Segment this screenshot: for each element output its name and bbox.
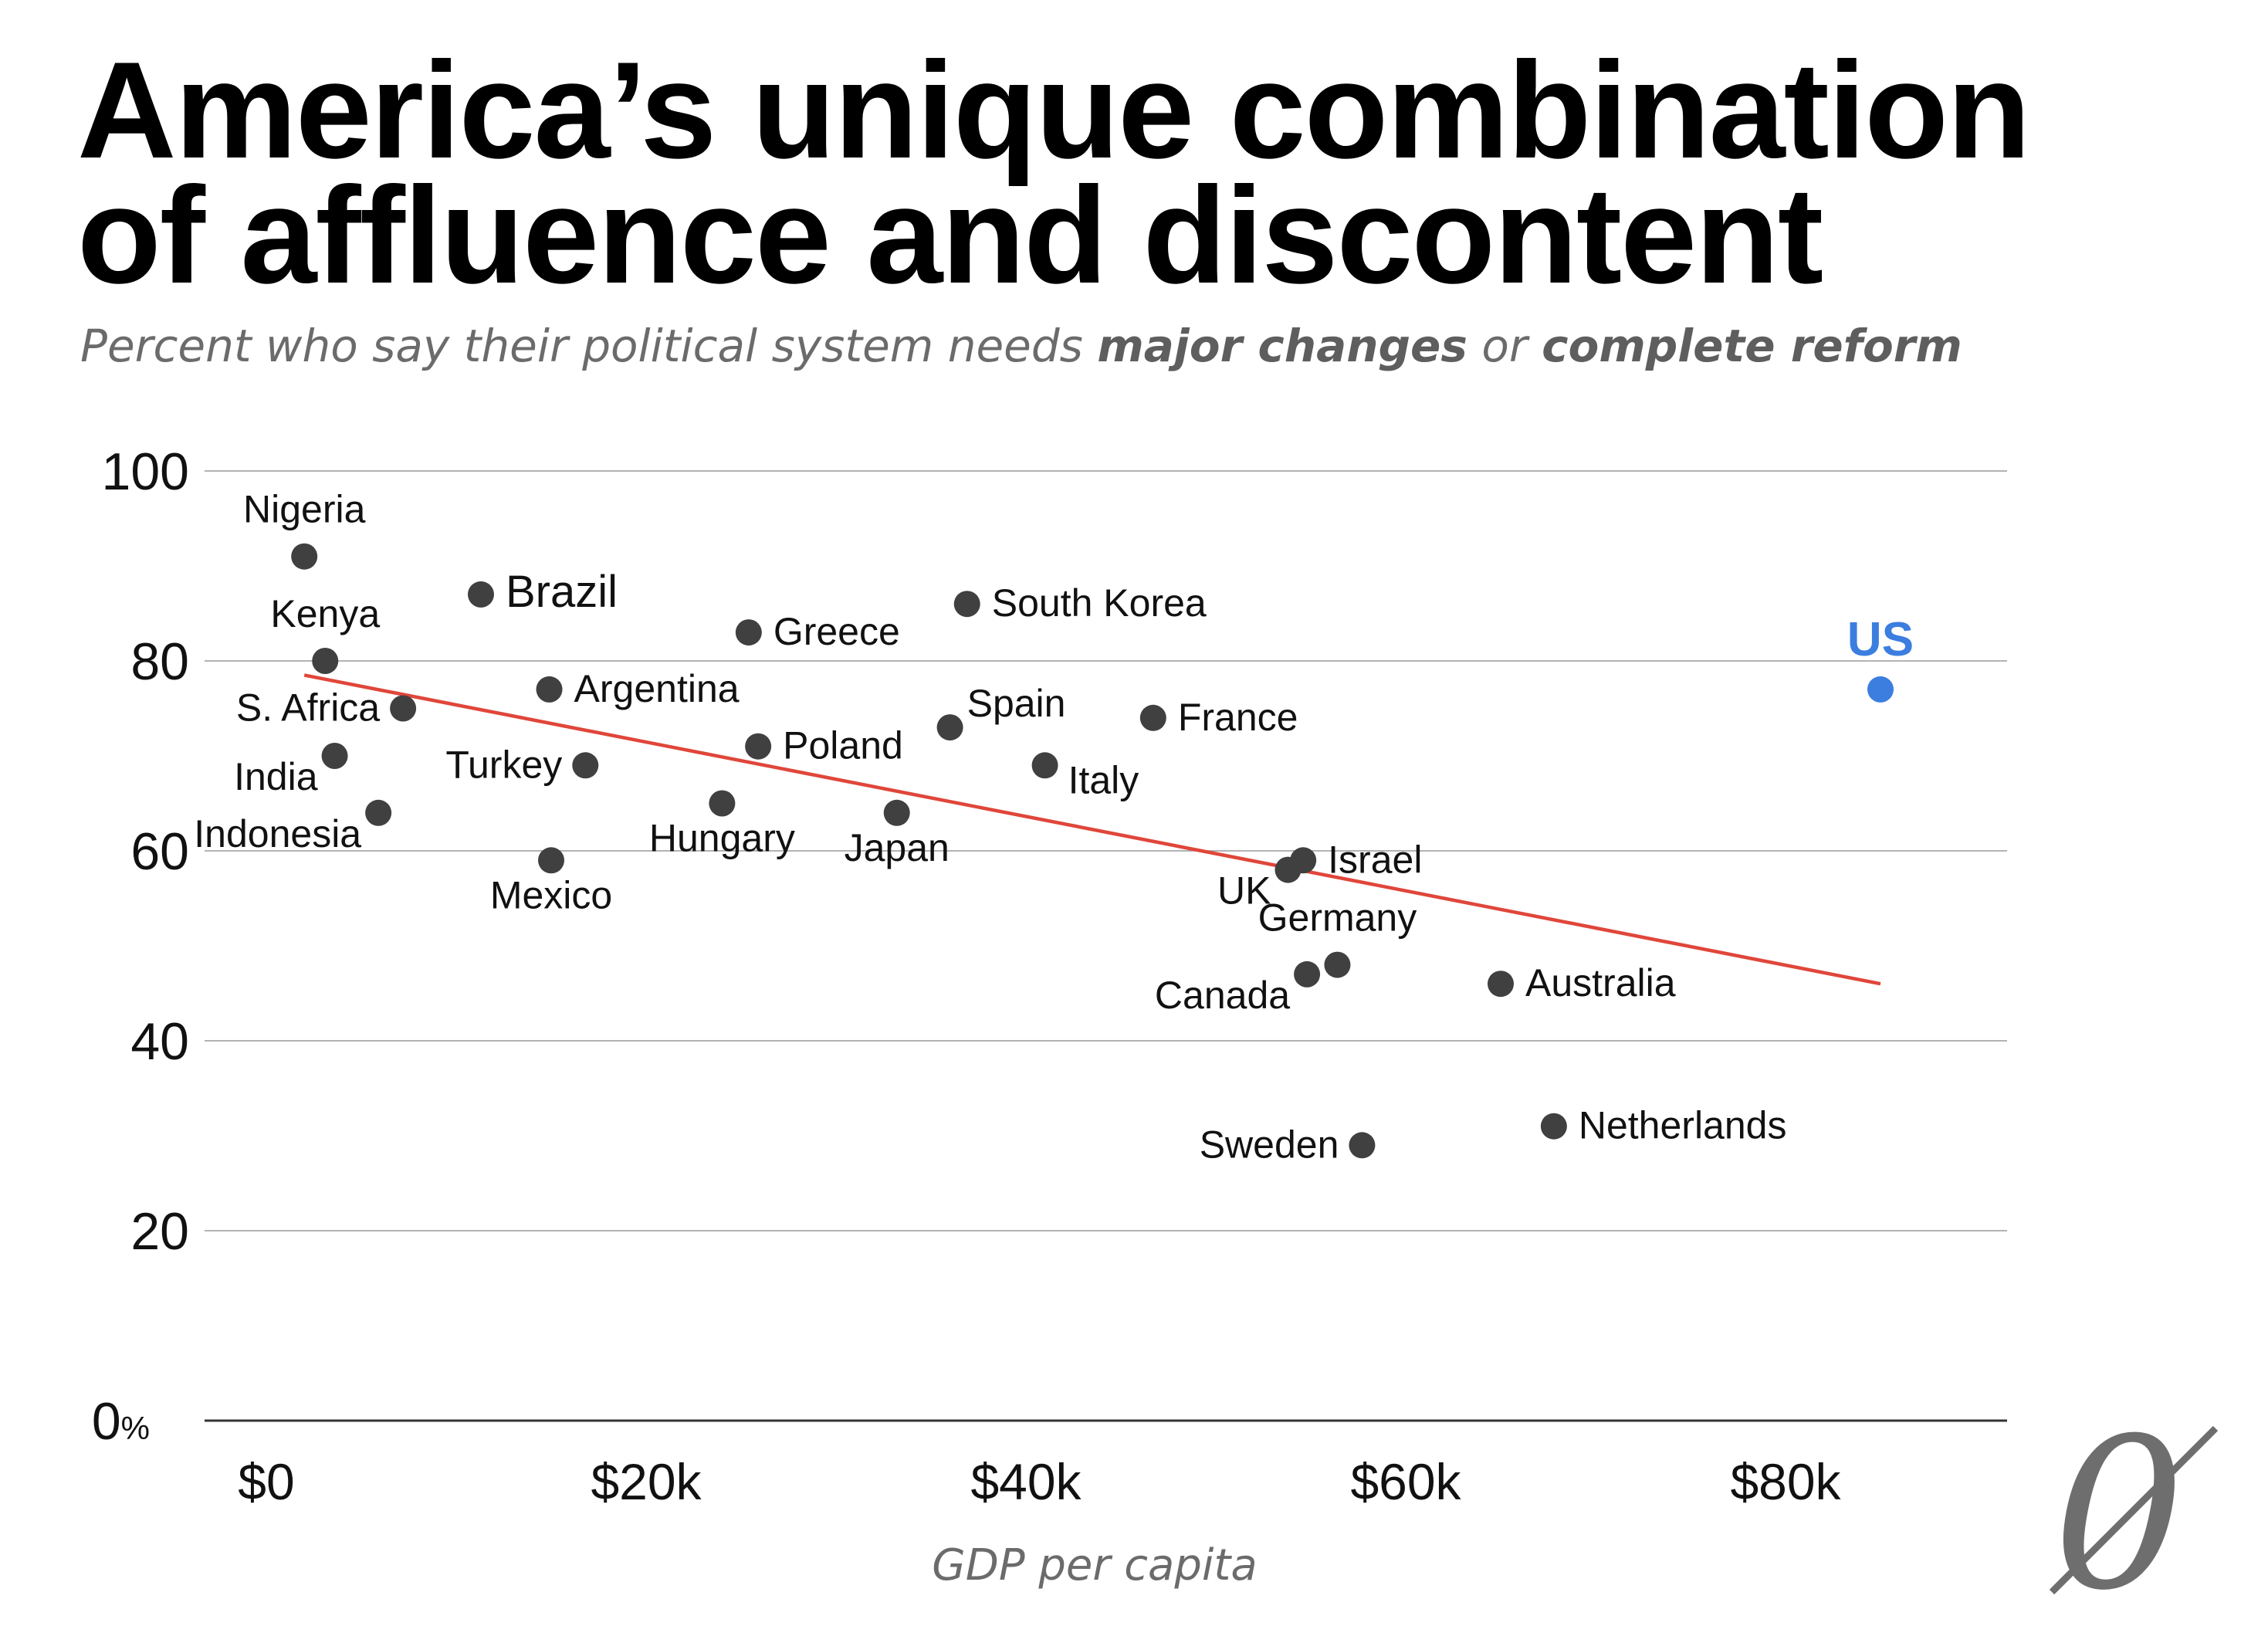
point-label-s-africa: S. Africa <box>236 686 380 730</box>
x-axis-title: GDP per capita <box>932 1540 1257 1590</box>
point-italy <box>1031 752 1058 779</box>
x-tick-label-80: $80k <box>1730 1453 1841 1510</box>
publication-logo-icon: 0 <box>2049 1393 2219 1621</box>
x-tick-label-20: $20k <box>591 1453 702 1510</box>
point-mexico <box>538 847 564 874</box>
point-label-indonesia: Indonesia <box>194 812 361 855</box>
logo-slash <box>2049 1425 2219 1595</box>
point-netherlands <box>1540 1113 1567 1140</box>
gridlines <box>205 470 2007 1422</box>
point-label-uk: UK <box>1217 869 1271 913</box>
subtitle-emphasis-complete-reform: complete reform <box>1542 320 1962 372</box>
trendline <box>303 673 1881 986</box>
page-title: America’s unique combination of affluenc… <box>77 33 2239 312</box>
point-label-brazil: Brazil <box>506 567 618 617</box>
point-label-poland: Poland <box>783 724 903 767</box>
data-points: Nigeria Kenya S. Africa India Indonesia Brazi… <box>194 488 1914 1167</box>
point-south-korea <box>953 591 980 618</box>
point-kenya <box>312 648 339 674</box>
x-axis-ticks: $0 $20k $40k $60k $80k <box>238 1453 1841 1510</box>
point-label-argentina: Argentina <box>574 667 740 710</box>
point-argentina <box>536 676 563 703</box>
y-tick-label-0: 0% <box>92 1392 150 1451</box>
point-label-us: US <box>1847 613 1914 666</box>
point-japan <box>883 799 910 826</box>
y-axis-ticks: 0% 20 40 60 80 100 <box>92 442 189 1451</box>
point-s-africa <box>390 695 417 722</box>
point-label-mexico: Mexico <box>490 873 612 916</box>
y-tick-suffix: % <box>121 1410 150 1446</box>
point-label-nigeria: Nigeria <box>243 488 366 531</box>
title-line-2: of affluence and discontent <box>77 158 1823 312</box>
point-label-india: India <box>234 755 318 798</box>
point-label-hungary: Hungary <box>649 817 795 860</box>
y-tick-label-40: 40 <box>130 1012 189 1071</box>
point-label-south-korea: South Korea <box>992 581 1207 625</box>
point-label-germany: Germany <box>1258 896 1417 940</box>
x-tick-label-0: $0 <box>238 1453 294 1510</box>
point-label-netherlands: Netherlands <box>1579 1104 1787 1147</box>
title-line-1: America’s unique combination <box>77 33 2031 187</box>
subtitle-text-1: Percent who say their political system n… <box>80 320 1098 372</box>
point-greece <box>735 619 762 646</box>
point-germany <box>1324 951 1351 978</box>
point-label-italy: Italy <box>1068 758 1139 801</box>
point-france <box>1139 704 1166 731</box>
x-tick-label-40: $40k <box>970 1453 1082 1510</box>
point-indonesia <box>365 799 392 826</box>
point-label-france: France <box>1178 696 1298 739</box>
point-india <box>321 743 348 769</box>
point-label-sweden: Sweden <box>1200 1123 1339 1166</box>
point-label-kenya: Kenya <box>270 592 380 635</box>
point-label-spain: Spain <box>967 682 1066 725</box>
point-label-greece: Greece <box>773 610 900 653</box>
point-canada <box>1294 960 1321 987</box>
logo-glyph: 0 <box>2053 1393 2185 1621</box>
point-us <box>1867 676 1894 703</box>
y-tick-label-60: 60 <box>130 822 189 881</box>
point-label-turkey: Turkey <box>445 743 562 786</box>
chart-subtitle: Percent who say their political system n… <box>80 320 1962 372</box>
point-label-japan: Japan <box>845 826 950 869</box>
point-label-canada: Canada <box>1155 974 1290 1017</box>
point-brazil <box>467 581 494 608</box>
point-australia <box>1488 971 1514 998</box>
x-tick-label-60: $60k <box>1350 1453 1461 1510</box>
point-poland <box>745 733 772 760</box>
trendline-group <box>303 673 1881 986</box>
y-tick-label-80: 80 <box>130 632 189 691</box>
subtitle-emphasis-major-changes: major changes <box>1097 320 1467 372</box>
point-sweden <box>1349 1132 1376 1159</box>
point-israel <box>1290 847 1317 874</box>
y-tick-label-20: 20 <box>130 1202 189 1261</box>
point-label-australia: Australia <box>1525 961 1676 1004</box>
point-hungary <box>709 790 736 817</box>
point-spain <box>936 714 963 741</box>
y-tick-label-100: 100 <box>102 442 189 501</box>
point-label-israel: Israel <box>1328 838 1422 881</box>
subtitle-text-2: or <box>1467 320 1542 372</box>
point-turkey <box>572 752 599 779</box>
point-nigeria <box>291 543 318 570</box>
